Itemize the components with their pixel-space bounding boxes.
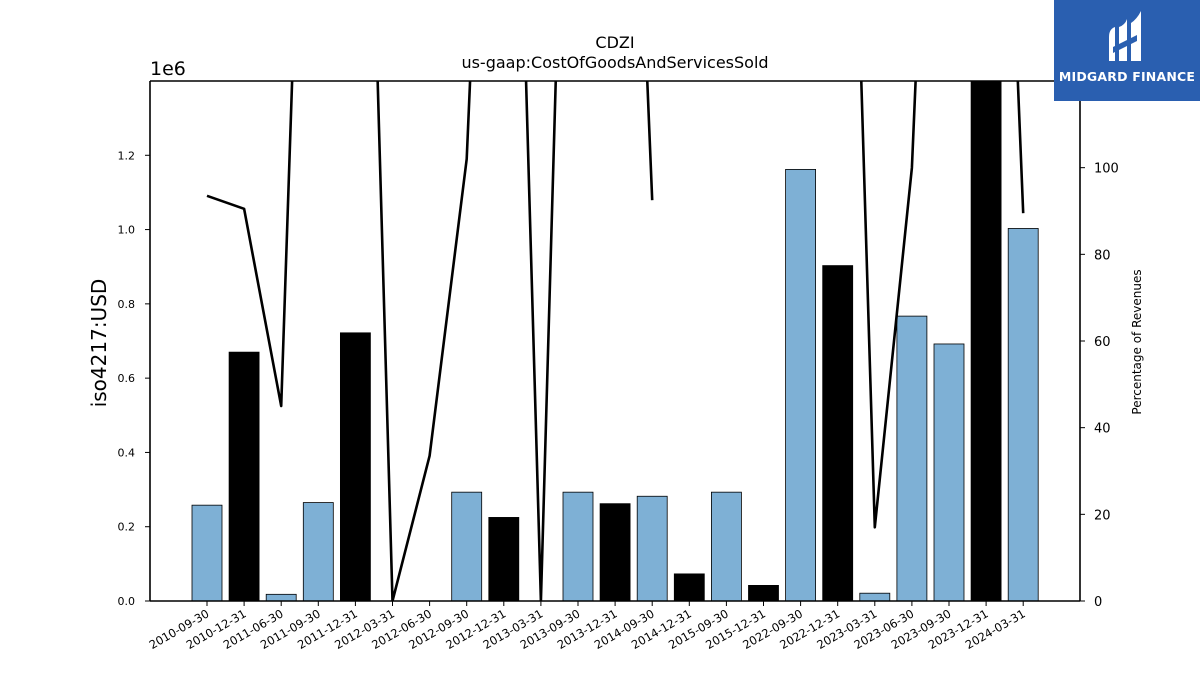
bar: [673, 573, 705, 602]
y-tick-label: 0.4: [118, 446, 136, 459]
y-tick-label: 0.2: [118, 521, 136, 534]
bar: [933, 343, 965, 602]
y-tick-label: 0.6: [118, 372, 136, 385]
brand-logo: MIDGARD FINANCE: [1054, 0, 1200, 101]
y2-tick-label: 60: [1094, 335, 1111, 350]
y2-axis-label: Percentage of Revenues: [1130, 269, 1144, 414]
bar: [970, 80, 1002, 602]
y-tick-label: 1.0: [118, 224, 136, 237]
bar: [191, 504, 223, 602]
bar: [822, 265, 854, 602]
y2-tick-label: 20: [1094, 508, 1111, 523]
y2-tick-label: 40: [1094, 422, 1111, 437]
bar: [636, 495, 668, 602]
bar: [339, 332, 371, 602]
bar: [748, 585, 779, 602]
chart-title: CDZI: [595, 33, 634, 52]
bar: [302, 502, 334, 602]
y-tick-label: 0.8: [118, 298, 136, 311]
bar: [711, 491, 742, 602]
y-axis-label: iso4217:USD: [87, 279, 111, 408]
bar: [562, 491, 594, 602]
logo-mark-icon: [1109, 11, 1141, 61]
bar: [785, 168, 816, 602]
chart-subtitle: us-gaap:CostOfGoodsAndServicesSold: [461, 53, 768, 72]
y-tick-label: 1.2: [118, 149, 136, 162]
bar: [488, 517, 520, 602]
y2-tick-label: 0: [1094, 595, 1102, 610]
revenue-percentage-line: [206, 81, 654, 601]
y-offset-label: 1e6: [150, 58, 186, 80]
logo-text: MIDGARD FINANCE: [1058, 69, 1196, 84]
y-tick-label: 0.0: [118, 595, 136, 608]
y2-tick-label: 80: [1094, 248, 1111, 263]
bar: [228, 351, 260, 602]
y2-tick-label: 100: [1094, 162, 1119, 177]
bar: [599, 503, 631, 602]
bar: [451, 491, 483, 602]
revenue-percentage-line: [859, 81, 1025, 529]
bar: [859, 592, 891, 602]
bar: [1007, 228, 1039, 602]
bar: [896, 315, 928, 602]
bar: [265, 593, 297, 602]
